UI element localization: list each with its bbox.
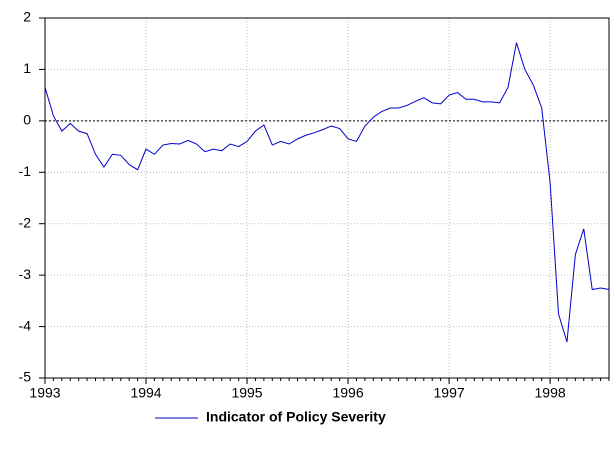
x-tick-label: 1996 (332, 385, 363, 401)
x-tick-label: 1995 (231, 385, 262, 401)
legend-label: Indicator of Policy Severity (206, 409, 386, 425)
x-tick-label: 1993 (29, 385, 60, 401)
x-tick-label: 1997 (434, 385, 465, 401)
x-tick-label: 1994 (130, 385, 161, 401)
y-tick-label: -1 (19, 163, 32, 179)
plot-frame (44, 17, 610, 379)
y-tick-label: -4 (19, 317, 32, 333)
y-tick-label: -3 (19, 266, 32, 282)
y-tick-label: 1 (23, 60, 31, 76)
y-tick-label: 0 (23, 112, 31, 128)
data-line (44, 42, 610, 343)
x-tick-label: 1998 (535, 385, 566, 401)
y-tick-label: -5 (19, 369, 32, 385)
y-tick-label: -2 (19, 214, 32, 230)
y-tick-label: 2 (23, 9, 31, 25)
